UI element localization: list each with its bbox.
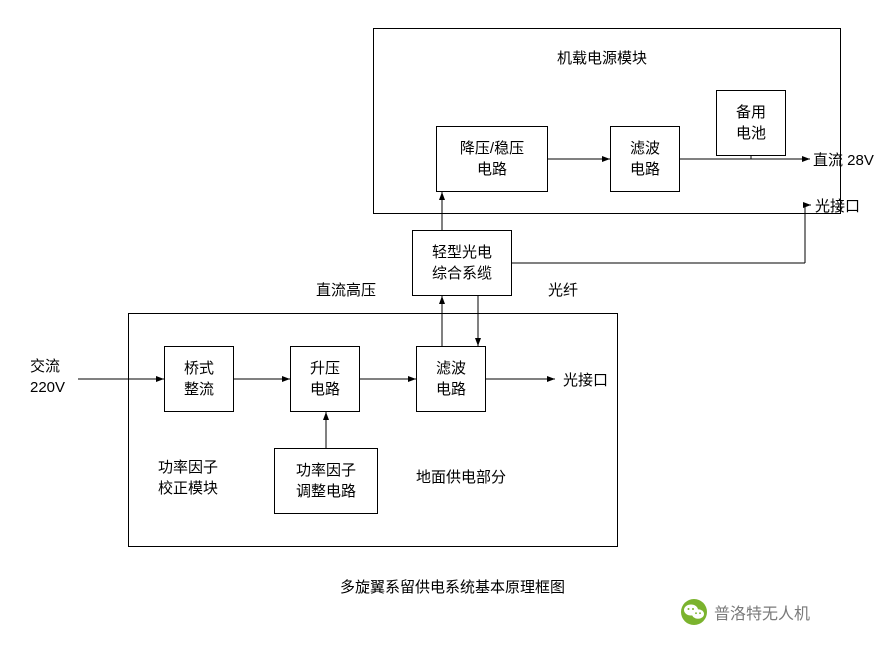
fiber-label: 光纤: [548, 280, 578, 301]
watermark: 普洛特无人机: [680, 598, 810, 626]
diagram-caption: 多旋翼系留供电系统基本原理框图: [340, 576, 565, 597]
pfc-adjust-node: 功率因子 调整电路: [274, 448, 378, 514]
filter-top-node: 滤波 电路: [610, 126, 680, 192]
dc-28v-label: 直流 28V: [813, 150, 874, 171]
bridge-rectifier-node: 桥式 整流: [164, 346, 234, 412]
airborne-module-title: 机载电源模块: [557, 48, 647, 69]
backup-battery-node: 备用 电池: [716, 90, 786, 156]
optical-port-bottom-label: 光接口: [563, 370, 608, 391]
filter-bottom-node: 滤波 电路: [416, 346, 486, 412]
diagram-canvas: 机载电源模块 功率因子 校正模块 地面供电部分 降压/稳压 电路 滤波 电路 备…: [0, 0, 882, 650]
ground-module-left-label: 功率因子 校正模块: [158, 457, 218, 499]
ac-input-label: 交流 220V: [30, 356, 65, 398]
optical-port-top-label: 光接口: [815, 196, 860, 217]
watermark-text: 普洛特无人机: [714, 600, 810, 624]
optoelectric-cable-node: 轻型光电 综合系缆: [412, 230, 512, 296]
wechat-icon: [680, 598, 708, 626]
dc-hv-label: 直流高压: [316, 280, 376, 301]
boost-circuit-node: 升压 电路: [290, 346, 360, 412]
ground-module-right-label: 地面供电部分: [416, 467, 506, 488]
buck-regulator-node: 降压/稳压 电路: [436, 126, 548, 192]
